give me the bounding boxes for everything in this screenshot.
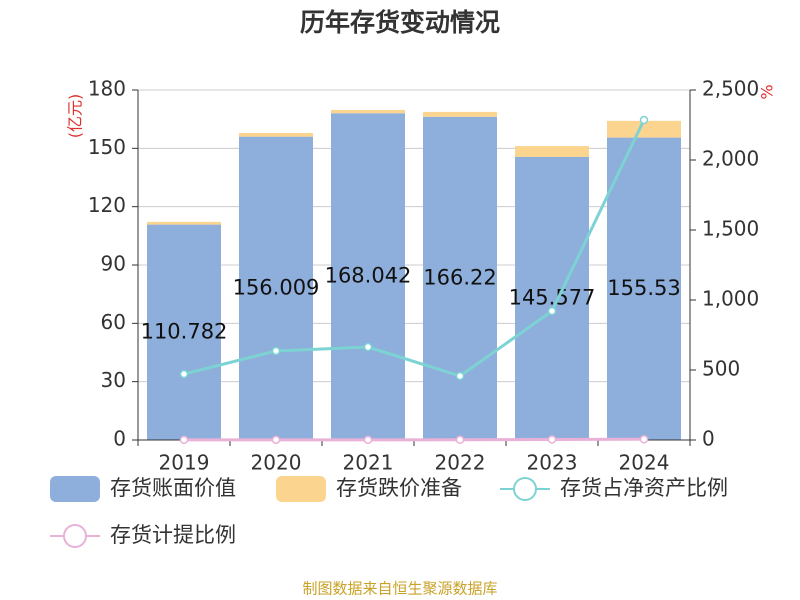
y2-tick-label: 500	[702, 357, 740, 381]
y-axis-label: (亿元)	[66, 94, 85, 139]
line	[183, 119, 646, 378]
bar	[147, 224, 221, 440]
y2-tick-label: 2,500	[702, 77, 759, 101]
line-point	[271, 346, 281, 356]
y-tick-label: 90	[101, 252, 126, 276]
x-tick-label: 2020	[251, 451, 302, 475]
source-note: 制图数据来自恒生聚源数据库	[302, 580, 497, 598]
legend-swatch	[63, 524, 87, 548]
value-label: 145.577	[509, 285, 596, 309]
bar	[607, 120, 681, 138]
bar	[607, 137, 681, 440]
line-point	[271, 435, 281, 445]
y-tick-label: 150	[88, 135, 126, 159]
y2-tick-label: 1,500	[702, 217, 759, 241]
line-point	[179, 435, 189, 445]
bar	[239, 136, 313, 440]
y-tick-label: 180	[88, 77, 126, 101]
bar	[147, 221, 221, 225]
y-tick-label: 120	[88, 193, 126, 217]
bar	[239, 132, 313, 137]
y-tick-label: 30	[101, 368, 126, 392]
line-point	[547, 435, 557, 444]
line-point	[639, 435, 649, 444]
value-label: 166.22	[423, 265, 496, 289]
bar	[331, 109, 405, 114]
x-tick-label: 2019	[159, 451, 210, 475]
bar	[423, 111, 497, 117]
y2-tick-label: 2,000	[702, 147, 759, 171]
bar	[331, 113, 405, 441]
y2-tick-label: 1,000	[702, 287, 759, 311]
line-point	[455, 435, 465, 445]
legend-label: 存货计提比例	[110, 523, 236, 547]
line-point	[363, 435, 373, 445]
line-point	[179, 369, 189, 379]
line-point	[547, 306, 557, 316]
line-point	[363, 342, 373, 352]
value-label: 155.53	[607, 276, 680, 300]
chart-title: 历年存货变动情况	[300, 8, 500, 37]
legend-swatch	[513, 477, 537, 501]
legend-label: 存货跌价准备	[336, 476, 462, 500]
legend-label: 存货占净资产比例	[560, 476, 728, 500]
y-tick-label: 0	[113, 427, 126, 451]
bar	[515, 146, 589, 157]
value-label: 110.782	[141, 319, 228, 343]
x-tick-label: 2023	[527, 451, 578, 475]
y2-axis-label: %	[758, 84, 777, 99]
y-tick-label: 60	[101, 310, 126, 334]
legend-swatch	[50, 476, 100, 502]
x-tick-label: 2024	[619, 451, 670, 475]
value-label: 168.042	[325, 264, 412, 288]
line-point	[639, 115, 649, 125]
bar	[423, 116, 497, 441]
line	[183, 437, 645, 442]
bar	[515, 156, 589, 441]
y2-tick-label: 0	[702, 427, 715, 451]
legend-label: 存货账面价值	[110, 476, 236, 500]
value-label: 156.009	[233, 275, 320, 299]
x-tick-label: 2021	[343, 451, 394, 475]
x-tick-label: 2022	[435, 451, 486, 475]
legend-swatch	[276, 476, 326, 502]
line-point	[455, 371, 465, 381]
